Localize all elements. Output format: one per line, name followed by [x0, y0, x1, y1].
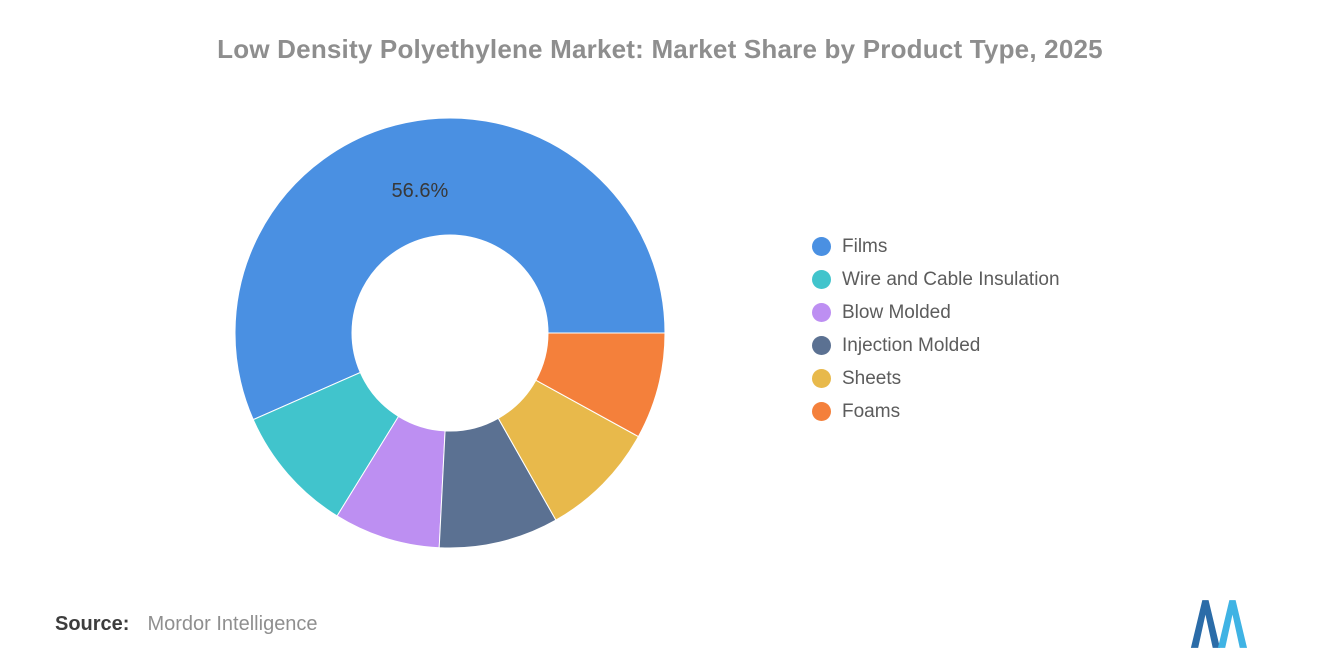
legend-dot-injection-molded [812, 336, 831, 355]
pie-slice-films[interactable] [234, 117, 666, 421]
legend-dot-foams [812, 402, 831, 421]
source-label: Source: [55, 613, 130, 635]
legend-item-films[interactable]: Films [812, 230, 1060, 263]
legend-label-blow-molded: Blow Molded [842, 301, 951, 323]
legend-label-films: Films [842, 235, 888, 257]
logo-left-peak [1190, 600, 1220, 648]
legend-label-foams: Foams [842, 400, 901, 422]
legend-dot-films [812, 237, 831, 256]
donut-chart-svg: 56.6% [234, 117, 666, 549]
legend-dot-wire-and-cable-insulation [812, 270, 831, 289]
legend-dot-blow-molded [812, 303, 831, 322]
legend-label-injection-molded: Injection Molded [842, 334, 981, 356]
donut-chart: 56.6% [230, 113, 670, 553]
chart-legend: Films Wire and Cable Insulation Blow Molde… [812, 230, 1060, 428]
legend-item-foams[interactable]: Foams [812, 395, 1060, 428]
data-label-films: 56.6% [392, 180, 449, 202]
legend-label-wire-and-cable-insulation: Wire and Cable Insulation [842, 268, 1060, 290]
source-value: Mordor Intelligence [147, 613, 318, 635]
legend-item-injection-molded[interactable]: Injection Molded [812, 329, 1060, 362]
legend-dot-sheets [812, 369, 831, 388]
pie-slice-foams[interactable] [535, 332, 666, 438]
mordor-intelligence-logo [1190, 600, 1248, 648]
legend-label-sheets: Sheets [842, 367, 902, 389]
legend-item-blow-molded[interactable]: Blow Molded [812, 296, 1060, 329]
legend-item-wire-and-cable-insulation[interactable]: Wire and Cable Insulation [812, 263, 1060, 296]
source-row: Source: Mordor Intelligence [55, 613, 318, 636]
legend-item-sheets[interactable]: Sheets [812, 362, 1060, 395]
logo-right-peak [1217, 600, 1248, 648]
chart-title: Low Density Polyethylene Market: Market … [217, 34, 1103, 64]
